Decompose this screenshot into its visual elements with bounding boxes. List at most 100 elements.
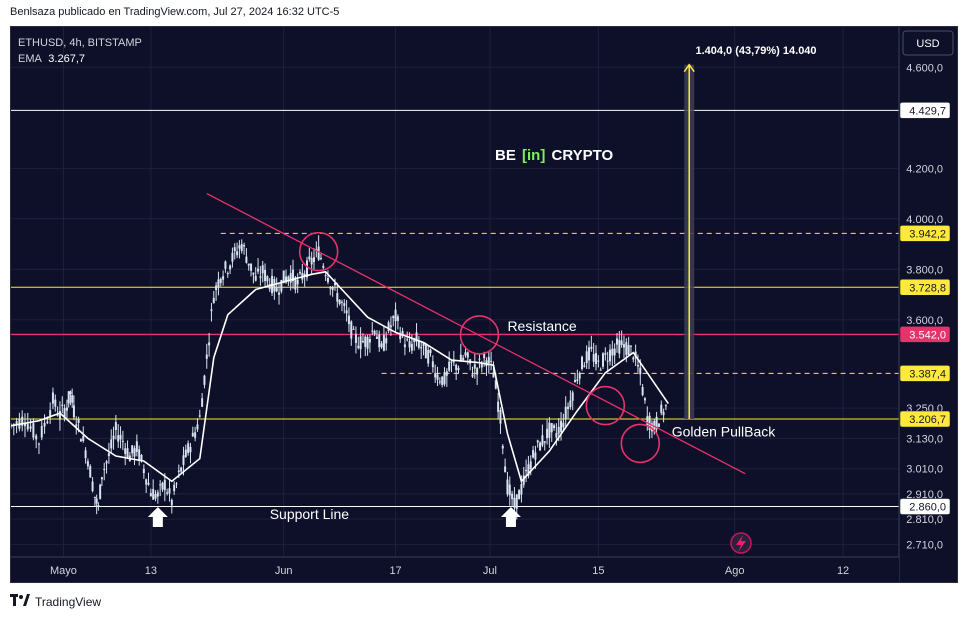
candle-body	[51, 392, 54, 404]
candle-body	[322, 265, 325, 268]
candle-body	[43, 422, 46, 427]
candle-body	[331, 286, 334, 290]
candle-body	[75, 424, 78, 427]
candle-body	[380, 343, 383, 348]
candle-body	[415, 332, 418, 342]
level-badge	[899, 279, 951, 296]
price-tick-label: 4.600,0	[906, 62, 943, 74]
candle-body	[350, 321, 353, 339]
annotation-label: Golden PullBack	[672, 423, 777, 439]
tradingview-logo-icon[interactable]	[10, 594, 30, 609]
candle-body	[590, 346, 593, 349]
candle-body	[634, 351, 637, 358]
highlight-circles	[298, 231, 661, 464]
candle-body	[382, 334, 385, 351]
candle-body	[340, 301, 343, 303]
candle-body	[506, 479, 509, 495]
candle-body	[191, 432, 194, 437]
candle-body	[26, 423, 29, 430]
candle-body	[662, 412, 665, 416]
price-tick-label: 2.710,0	[906, 539, 943, 551]
candle-body	[173, 484, 176, 492]
measure-label: 1.404,0 (43,79%) 14.040	[695, 45, 816, 57]
candle-body	[655, 416, 658, 430]
candle-body	[497, 401, 500, 412]
candle-body	[317, 246, 320, 260]
candle-body	[67, 391, 70, 404]
candle-body	[84, 450, 87, 459]
lightning-icon[interactable]	[730, 532, 752, 554]
candle-body	[385, 338, 388, 344]
chart-panel[interactable]: Resistance Golden PullBack Support Line 4.…	[10, 26, 958, 583]
price-tick-label: 3.600,0	[906, 315, 943, 327]
candle-body	[100, 477, 103, 480]
candle-body	[387, 322, 390, 332]
candle-body	[37, 443, 40, 445]
highlight-circle	[459, 315, 500, 355]
price-chart[interactable]: Resistance Golden PullBack Support Line 4.…	[11, 27, 958, 583]
price-tick-label: 2.910,0	[906, 489, 943, 501]
ema-path	[11, 270, 669, 483]
candle-body	[278, 292, 281, 295]
candle-body	[222, 276, 225, 280]
candle-body	[99, 484, 102, 499]
candle-body	[604, 352, 607, 355]
candle-body	[373, 330, 376, 334]
symbol-label[interactable]: ETHUSD, 4h, BITSTAMP	[18, 37, 142, 49]
candle-body	[499, 410, 502, 424]
candle-body	[86, 461, 89, 467]
candle-body	[49, 410, 52, 417]
candle-body	[296, 279, 299, 285]
candle-body	[569, 400, 572, 407]
candle-body	[657, 423, 660, 427]
candle-body	[303, 273, 306, 277]
level-badge	[899, 326, 951, 343]
time-tick-label: 12	[837, 565, 849, 577]
candle-body	[79, 439, 82, 442]
candle-body	[61, 404, 64, 406]
candle-body	[422, 342, 425, 346]
candle-body	[550, 423, 553, 433]
highlight-circle	[298, 231, 339, 272]
footer: TradingView	[10, 594, 101, 609]
candle-body	[145, 479, 148, 485]
candle-body	[427, 349, 430, 364]
candle-body	[643, 398, 646, 401]
candle-body	[343, 303, 346, 306]
ema-legend[interactable]: EMA 3.267,7	[18, 53, 85, 65]
currency-button[interactable]	[902, 30, 954, 56]
candle-body	[401, 331, 404, 337]
price-axis[interactable]: 4.600,04.200,04.000,03.800,03.600,03.250…	[899, 62, 951, 551]
candle-body	[310, 258, 313, 265]
candle-body	[238, 245, 241, 249]
candle-body	[487, 357, 490, 364]
candle-body	[641, 386, 644, 396]
level-badge-label: 3.728,8	[909, 282, 946, 294]
price-tick-label: 4.200,0	[906, 163, 943, 175]
candle-body	[124, 448, 127, 454]
candle-body	[606, 360, 609, 362]
candle-body	[562, 422, 565, 428]
time-axis[interactable]: Mayo 13 Jun 17 Jul 15 Ago 12	[50, 565, 849, 577]
candle-body	[166, 492, 169, 494]
candle-body	[205, 354, 208, 359]
candle-body	[504, 466, 507, 473]
candle-body	[147, 482, 150, 485]
measure-tool	[683, 63, 695, 420]
candle-body	[583, 365, 586, 367]
candle-body	[224, 261, 227, 269]
candle-body	[585, 351, 588, 364]
time-tick-label: Mayo	[50, 565, 77, 577]
candle-body	[357, 345, 360, 348]
highlight-circle	[585, 385, 626, 426]
arrow-up-icon	[147, 507, 168, 527]
candle-body	[420, 346, 423, 349]
candle-body	[163, 479, 166, 491]
candle-body	[77, 419, 80, 423]
candle-body	[527, 464, 530, 476]
candle-body	[72, 405, 75, 418]
candle-body	[625, 342, 628, 355]
time-tick-label: Ago	[725, 565, 745, 577]
candle-body	[646, 416, 649, 426]
candle-body	[627, 344, 630, 355]
